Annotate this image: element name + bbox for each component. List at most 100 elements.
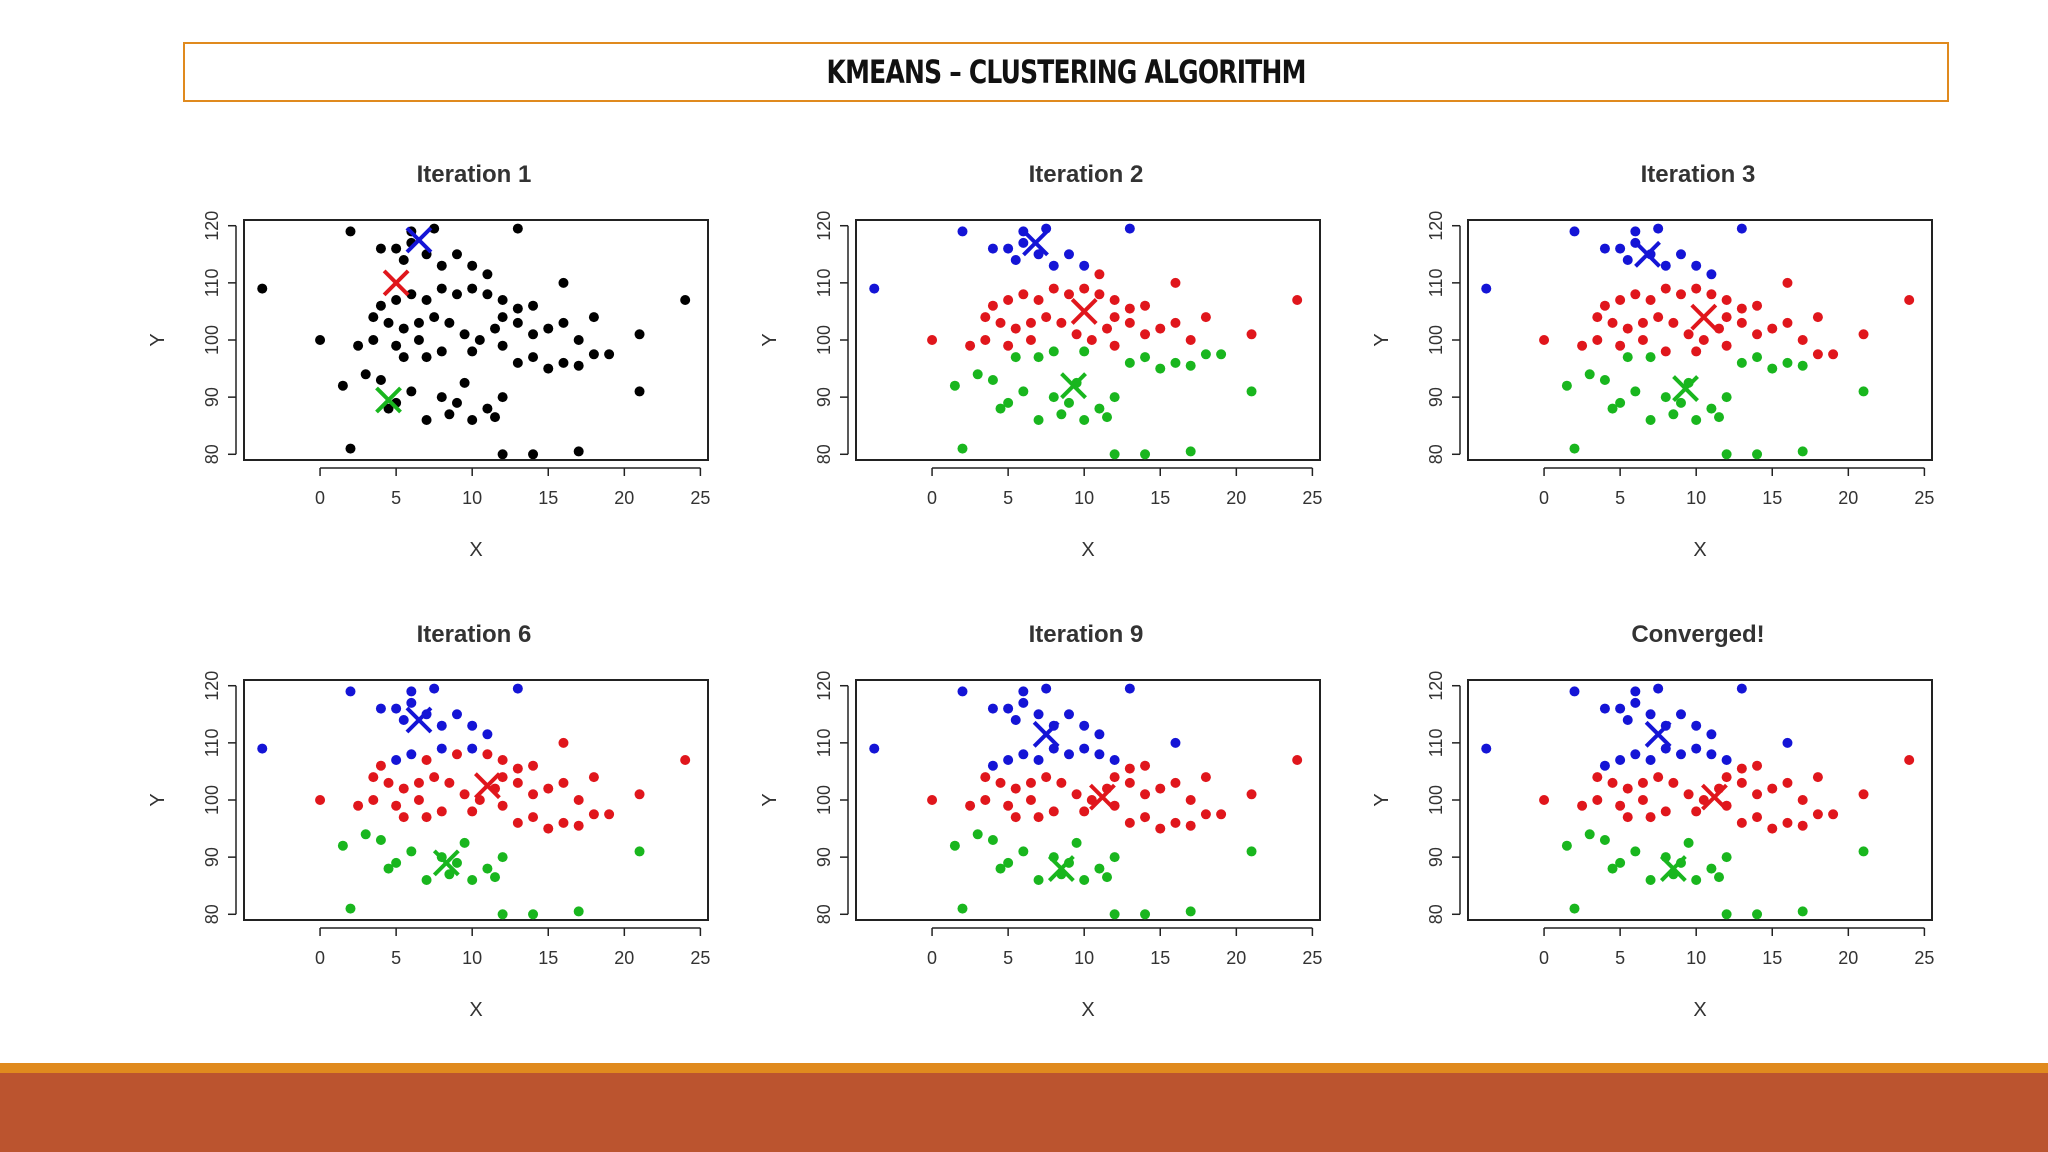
data-point bbox=[1003, 397, 1014, 408]
centroid-stroke bbox=[1634, 240, 1661, 268]
data-point bbox=[1714, 412, 1725, 423]
data-point bbox=[1721, 340, 1732, 351]
data-point bbox=[1752, 300, 1763, 311]
data-point bbox=[1033, 295, 1044, 305]
data-point bbox=[1736, 317, 1747, 328]
data-point bbox=[360, 829, 371, 840]
data-point bbox=[588, 349, 599, 360]
data-point bbox=[315, 335, 326, 345]
data-point bbox=[1577, 340, 1588, 351]
data-point bbox=[1592, 772, 1603, 783]
data-point bbox=[1010, 715, 1021, 725]
y-tick-label: 100 bbox=[814, 325, 834, 355]
data-point bbox=[1010, 255, 1021, 265]
data-point bbox=[375, 375, 386, 385]
data-point bbox=[391, 755, 402, 765]
centroid-stroke bbox=[405, 226, 433, 254]
data-point bbox=[1481, 743, 1492, 754]
y-tick-label: 100 bbox=[202, 325, 222, 355]
data-point bbox=[1721, 449, 1732, 460]
scatter-chart: Iteration 1 0 5 10 15 20 25 80 90 100 110 120 X Y bbox=[147, 161, 710, 561]
data-point bbox=[1246, 789, 1257, 800]
data-point bbox=[1615, 397, 1626, 408]
data-point bbox=[1645, 415, 1656, 425]
data-point bbox=[451, 857, 462, 868]
data-point bbox=[1630, 226, 1641, 237]
data-point bbox=[1645, 295, 1656, 305]
footer-accent-line bbox=[0, 1063, 2048, 1073]
centroid-marker bbox=[1089, 783, 1116, 811]
scatter-chart: Iteration 3 0 5 10 15 20 25 80 90 100 110 120 X Y bbox=[1371, 161, 1934, 561]
plot-frame bbox=[243, 679, 709, 921]
data-point bbox=[512, 357, 523, 368]
data-point bbox=[1858, 329, 1869, 340]
chart-panel: Converged! 0 5 10 15 20 25 80 90 100 110 120 X Y bbox=[1364, 600, 1984, 1040]
centroid-marker bbox=[1060, 372, 1087, 400]
centroid-stroke bbox=[1644, 720, 1672, 748]
data-point bbox=[1033, 812, 1044, 823]
data-point bbox=[436, 743, 447, 754]
data-point bbox=[1637, 335, 1648, 345]
data-point bbox=[1797, 795, 1808, 805]
data-point bbox=[987, 835, 998, 845]
x-tick-label: 15 bbox=[1762, 948, 1782, 968]
data-point bbox=[1592, 335, 1603, 345]
data-point bbox=[459, 837, 470, 848]
x-axis-label: X bbox=[1081, 539, 1094, 561]
data-point bbox=[528, 909, 539, 920]
data-point bbox=[1094, 269, 1105, 280]
data-point bbox=[1714, 323, 1725, 334]
data-point bbox=[995, 317, 1006, 328]
data-point bbox=[1170, 817, 1181, 828]
x-tick-label: 15 bbox=[538, 488, 558, 508]
data-point bbox=[421, 295, 432, 305]
data-point bbox=[1615, 755, 1626, 765]
data-point bbox=[1033, 755, 1044, 765]
data-point bbox=[995, 403, 1006, 414]
data-point bbox=[543, 823, 554, 834]
centroid-marker bbox=[1022, 229, 1049, 257]
data-point bbox=[1481, 283, 1492, 294]
data-point bbox=[1033, 709, 1044, 720]
data-point bbox=[1812, 349, 1823, 360]
scatter-chart: Iteration 2 0 5 10 15 20 25 80 90 100 110 120 X Y bbox=[759, 161, 1322, 561]
data-point bbox=[345, 443, 356, 454]
data-point bbox=[558, 737, 569, 748]
data-point bbox=[980, 795, 991, 805]
data-point bbox=[1653, 683, 1664, 694]
data-point bbox=[573, 360, 584, 371]
data-point bbox=[368, 772, 379, 783]
data-point bbox=[1109, 295, 1120, 305]
y-axis-label: Y bbox=[147, 793, 169, 806]
y-tick-label: 80 bbox=[1426, 444, 1446, 464]
data-point bbox=[1904, 755, 1915, 765]
data-point bbox=[1048, 392, 1059, 403]
data-point bbox=[482, 863, 493, 874]
data-point bbox=[1071, 837, 1082, 848]
data-point bbox=[1752, 812, 1763, 823]
data-point bbox=[467, 875, 478, 885]
data-point bbox=[1124, 357, 1135, 368]
slide-title-box: KMEANS – CLUSTERING ALGORITHM bbox=[183, 42, 1949, 102]
data-point bbox=[1584, 369, 1595, 380]
x-tick-label: 20 bbox=[1838, 948, 1858, 968]
x-tick-label: 20 bbox=[614, 488, 634, 508]
data-point bbox=[1630, 697, 1641, 708]
data-point bbox=[1615, 340, 1626, 351]
data-point bbox=[1109, 852, 1120, 863]
data-point bbox=[1599, 375, 1610, 385]
x-tick-label: 25 bbox=[1914, 948, 1934, 968]
data-point bbox=[1752, 329, 1763, 340]
data-point bbox=[1592, 795, 1603, 805]
data-point bbox=[1109, 909, 1120, 920]
plot-frame bbox=[1467, 679, 1933, 921]
data-point bbox=[927, 795, 938, 805]
data-point bbox=[512, 777, 523, 788]
data-point bbox=[1615, 800, 1626, 811]
data-point bbox=[1200, 809, 1211, 820]
centroid-stroke bbox=[1060, 372, 1087, 400]
data-point bbox=[1185, 795, 1196, 805]
y-tick-label: 120 bbox=[814, 671, 834, 701]
data-point bbox=[1645, 709, 1656, 720]
data-point bbox=[1622, 715, 1633, 725]
